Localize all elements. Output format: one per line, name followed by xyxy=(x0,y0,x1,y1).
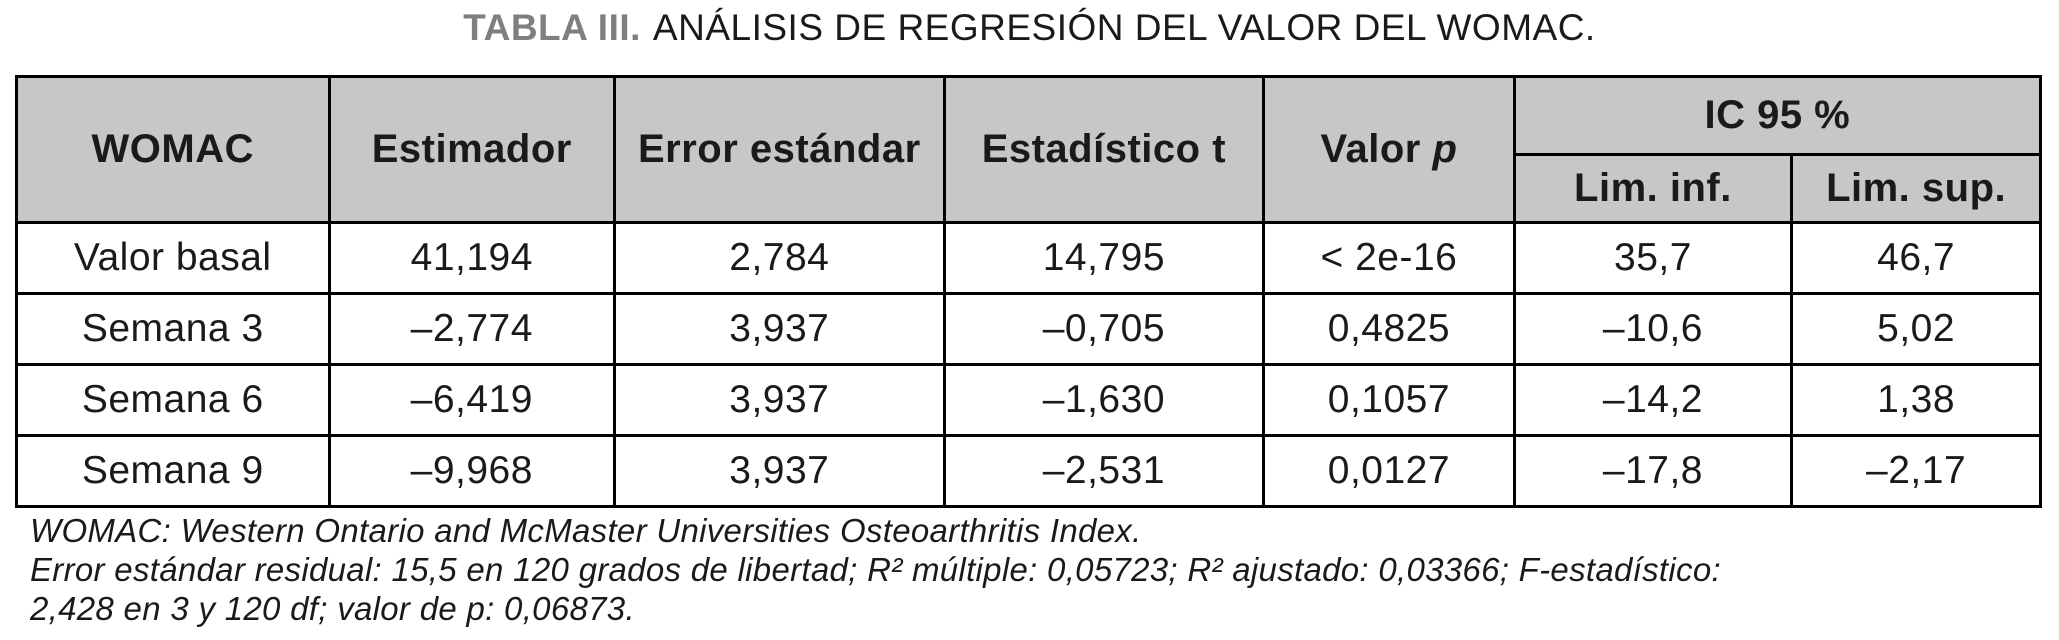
table-body: Valor basal 41,194 2,784 14,795 < 2e-16 … xyxy=(15,221,2042,508)
row-label: Semana 9 xyxy=(15,434,331,508)
cell-estadistico-t: 14,795 xyxy=(942,221,1266,295)
cell-estadistico-t: –1,630 xyxy=(942,363,1266,437)
cell-error-estandar: 3,937 xyxy=(613,292,946,366)
table-footnotes: WOMAC: Western Ontario and McMaster Univ… xyxy=(30,511,2040,628)
row-label: Semana 6 xyxy=(15,363,331,437)
col-header-lim-inf: Lim. inf. xyxy=(1512,153,1794,224)
cell-lim-inf: –14,2 xyxy=(1512,363,1794,437)
footnote-regression-stats-line2: 2,428 en 3 y 120 df; valor de p: 0,06873… xyxy=(30,590,635,627)
cell-valor-p: 0,0127 xyxy=(1262,434,1516,508)
cell-error-estandar: 2,784 xyxy=(613,221,946,295)
cell-error-estandar: 3,937 xyxy=(613,434,946,508)
footnote-womac-definition: WOMAC: Western Ontario and McMaster Univ… xyxy=(30,512,1142,549)
table-title-text: ANÁLISIS DE REGRESIÓN DEL VALOR DEL WOMA… xyxy=(652,7,1596,48)
table-row-semana-6: Semana 6 –6,419 3,937 –1,630 0,1057 –14,… xyxy=(15,363,2042,437)
col-header-womac: WOMAC xyxy=(15,75,331,224)
table-header: WOMAC Estimador Error estándar Estadísti… xyxy=(15,75,2043,224)
col-header-ic95: IC 95 % xyxy=(1512,75,2043,156)
cell-lim-inf: –17,8 xyxy=(1512,434,1794,508)
cell-valor-p: 0,1057 xyxy=(1262,363,1516,437)
table-title: TABLA III. ANÁLISIS DE REGRESIÓN DEL VALO… xyxy=(0,6,2059,50)
cell-estadistico-t: –2,531 xyxy=(942,434,1266,508)
col-header-error-estandar: Error estándar xyxy=(613,75,946,224)
col-header-estimador: Estimador xyxy=(327,75,617,224)
valor-p-prefix: Valor xyxy=(1320,127,1433,171)
cell-lim-sup: 5,02 xyxy=(1790,292,2042,366)
valor-p-symbol: p xyxy=(1432,127,1458,171)
table-row-semana-3: Semana 3 –2,774 3,937 –0,705 0,4825 –10,… xyxy=(15,292,2042,366)
header-row-sub: Lim. inf. Lim. sup. xyxy=(17,153,2042,224)
cell-lim-sup: 46,7 xyxy=(1790,221,2042,295)
row-label: Valor basal xyxy=(15,221,331,295)
cell-error-estandar: 3,937 xyxy=(613,363,946,437)
cell-lim-sup: –2,17 xyxy=(1790,434,2042,508)
cell-estimador: 41,194 xyxy=(327,221,617,295)
cell-lim-inf: –10,6 xyxy=(1512,292,1794,366)
table-row-semana-9: Semana 9 –9,968 3,937 –2,531 0,0127 –17,… xyxy=(15,434,2042,508)
col-header-valor-p: Valor p xyxy=(1262,75,1516,224)
regression-table: WOMAC Estimador Error estándar Estadísti… xyxy=(15,75,2043,508)
table-row-valor-basal: Valor basal 41,194 2,784 14,795 < 2e-16 … xyxy=(15,221,2042,295)
col-header-estadistico-t: Estadístico t xyxy=(942,75,1266,224)
cell-estimador: –6,419 xyxy=(327,363,617,437)
col-header-lim-sup: Lim. sup. xyxy=(1790,153,2042,224)
cell-valor-p: < 2e-16 xyxy=(1262,221,1516,295)
cell-valor-p: 0,4825 xyxy=(1262,292,1516,366)
footnote-regression-stats-line1: Error estándar residual: 15,5 en 120 gra… xyxy=(30,551,1721,588)
row-label: Semana 3 xyxy=(15,292,331,366)
cell-estadistico-t: –0,705 xyxy=(942,292,1266,366)
cell-estimador: –9,968 xyxy=(327,434,617,508)
cell-lim-sup: 1,38 xyxy=(1790,363,2042,437)
header-row-top: WOMAC Estimador Error estándar Estadísti… xyxy=(15,75,2043,224)
table-title-number: TABLA III. xyxy=(463,7,641,48)
cell-lim-inf: 35,7 xyxy=(1512,221,1794,295)
cell-estimador: –2,774 xyxy=(327,292,617,366)
